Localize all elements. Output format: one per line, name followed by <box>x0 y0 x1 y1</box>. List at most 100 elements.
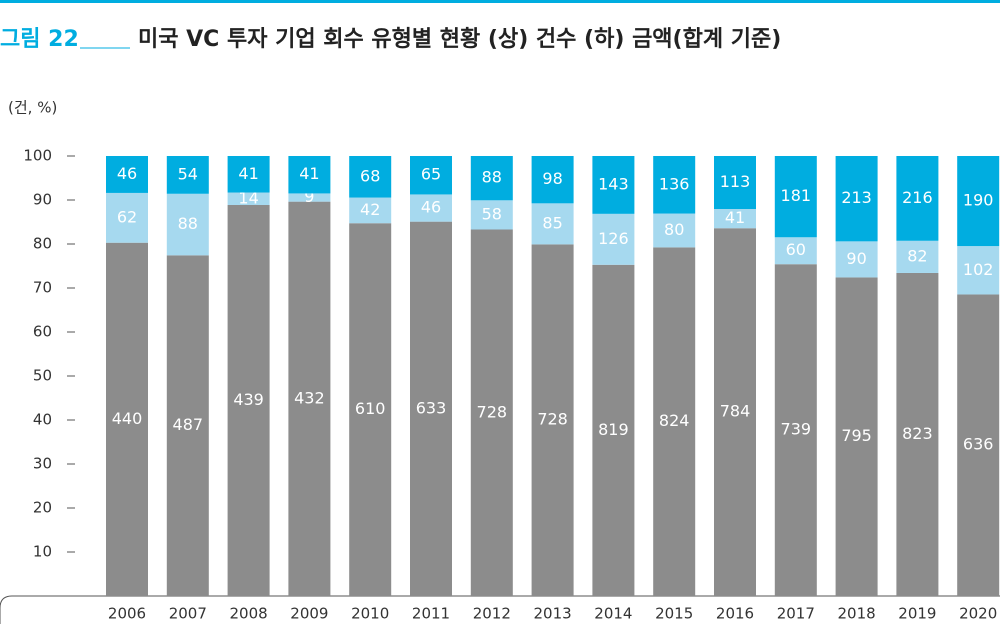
bar-segment <box>531 244 574 596</box>
baseline-frame <box>0 595 1000 624</box>
bar-segment <box>349 197 392 224</box>
y-tick-label: 40 <box>33 411 52 429</box>
x-tick-label: 2020 <box>959 605 997 623</box>
data-label: 14 <box>238 188 258 207</box>
data-label: 113 <box>720 172 751 191</box>
data-label: 819 <box>598 420 629 439</box>
bar-segment <box>531 203 574 245</box>
bar-segment <box>288 156 331 194</box>
x-tick-label: 2010 <box>351 605 389 623</box>
bar-segment <box>106 192 148 243</box>
bar-segment <box>896 240 939 273</box>
bar-segment <box>470 156 513 201</box>
chart-title: 미국 VC 투자 기업 회수 유형별 현황 (상) 건수 (하) 금액(합계 기… <box>138 26 781 52</box>
bar-segment <box>349 223 392 596</box>
bar-segment <box>106 156 148 193</box>
data-label: 82 <box>907 246 927 265</box>
bar-segment <box>288 193 331 202</box>
data-label: 68 <box>360 166 380 185</box>
x-tick-label: 2016 <box>716 605 754 623</box>
data-label: 41 <box>299 164 319 183</box>
y-tick-label: 10 <box>33 543 52 561</box>
data-label: 46 <box>421 198 441 217</box>
bar-segment <box>288 201 331 596</box>
bar-segment <box>227 204 270 596</box>
x-tick-label: 2009 <box>290 605 328 623</box>
bar-segment <box>774 156 817 238</box>
bar-segment <box>592 213 635 265</box>
y-tick-label: 80 <box>33 235 52 253</box>
bar-segment <box>835 156 878 242</box>
x-tick-label: 2017 <box>777 605 815 623</box>
data-label: 824 <box>659 411 690 430</box>
bar-segment <box>592 264 635 596</box>
data-label: 440 <box>112 409 143 428</box>
data-label: 41 <box>238 164 258 183</box>
data-label: 823 <box>902 424 933 443</box>
x-tick-label: 2007 <box>169 605 207 623</box>
figure-label: 그림 22 <box>0 27 79 52</box>
bar-segment <box>166 156 209 194</box>
data-label: 60 <box>786 240 806 259</box>
data-label: 216 <box>902 188 933 207</box>
y-tick-label: 60 <box>33 323 52 341</box>
data-label: 126 <box>598 229 629 248</box>
x-tick-label: 2013 <box>534 605 572 623</box>
data-label: 85 <box>542 213 562 232</box>
bar-segment <box>957 246 1000 295</box>
bar-segment <box>653 156 696 214</box>
y-axis-label: (건, %) <box>8 99 57 117</box>
x-tick-label: 2018 <box>838 605 876 623</box>
bar-segment <box>774 264 817 596</box>
bar-segment <box>531 156 574 204</box>
data-label: 90 <box>846 249 866 268</box>
bar-segment <box>227 192 270 205</box>
bar-segment <box>957 294 1000 596</box>
data-label: 439 <box>233 390 264 409</box>
bar-segment <box>349 156 392 198</box>
x-tick-label: 2008 <box>230 605 268 623</box>
bar-segment <box>835 241 878 278</box>
data-label: 784 <box>720 402 751 421</box>
bar-segment <box>410 194 452 222</box>
data-label: 181 <box>781 186 812 205</box>
bar-segment <box>653 247 696 596</box>
bar-segment <box>166 255 209 596</box>
y-tick-label: 70 <box>33 279 52 297</box>
data-label: 98 <box>542 169 562 188</box>
data-label: 728 <box>537 410 568 429</box>
bar-segment <box>166 193 209 256</box>
bar-segment <box>896 156 939 241</box>
data-label: 88 <box>482 168 502 187</box>
bar-segment <box>470 229 513 596</box>
bar-segment <box>957 156 1000 247</box>
x-tick-label: 2012 <box>473 605 511 623</box>
x-tick-label: 2006 <box>108 605 146 623</box>
data-label: 102 <box>963 260 994 279</box>
x-tick-label: 2014 <box>594 605 632 623</box>
y-tick-label: 20 <box>33 499 52 517</box>
data-label: 65 <box>421 165 441 184</box>
bar-segment <box>714 156 756 210</box>
bar-segment <box>410 221 452 597</box>
y-tick-label: 100 <box>23 147 52 165</box>
data-label: 88 <box>178 214 198 233</box>
data-label: 136 <box>659 174 690 193</box>
data-label: 190 <box>963 191 994 210</box>
data-label: 62 <box>117 207 137 226</box>
bar-segment <box>714 228 756 596</box>
y-tick-label: 30 <box>33 455 52 473</box>
bar-segment <box>714 209 756 229</box>
y-tick-label: 90 <box>33 191 52 209</box>
data-label: 739 <box>781 420 812 439</box>
x-tick-label: 2015 <box>655 605 693 623</box>
data-label: 728 <box>477 402 508 421</box>
bar-segment <box>835 277 878 596</box>
data-label: 80 <box>664 220 684 239</box>
bar-segment <box>410 156 452 195</box>
data-label: 636 <box>963 435 994 454</box>
data-label: 46 <box>117 164 137 183</box>
data-label: 58 <box>482 204 502 223</box>
data-label: 795 <box>841 426 872 445</box>
